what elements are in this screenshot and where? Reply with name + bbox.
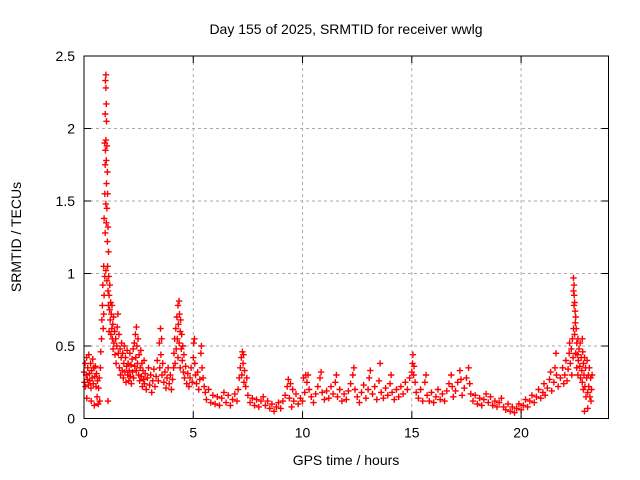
x-tick-label: 15 xyxy=(404,425,420,441)
y-tick-label: 2.5 xyxy=(56,48,76,64)
x-tick-labels: 0 5 10 15 20 xyxy=(80,425,529,441)
y-tick-label: 2 xyxy=(67,121,75,137)
x-tick-label: 10 xyxy=(295,425,311,441)
x-axis-label: GPS time / hours xyxy=(293,452,400,468)
x-tick-label: 0 xyxy=(80,425,88,441)
y-tick-label: 1.5 xyxy=(56,193,76,209)
y-tick-label: 0.5 xyxy=(56,338,76,354)
chart-title: Day 155 of 2025, SRMTID for receiver wwl… xyxy=(209,21,482,37)
x-tick-label: 20 xyxy=(513,425,529,441)
plot-border xyxy=(83,55,609,419)
y-tick-label: 1 xyxy=(67,266,75,282)
x-tick-label: 5 xyxy=(189,425,197,441)
y-axis-label: SRMTID / TECUs xyxy=(8,182,24,292)
y-tick-labels: 0 0.5 1 1.5 2 2.5 xyxy=(56,48,76,427)
y-tick-label: 0 xyxy=(67,411,75,427)
